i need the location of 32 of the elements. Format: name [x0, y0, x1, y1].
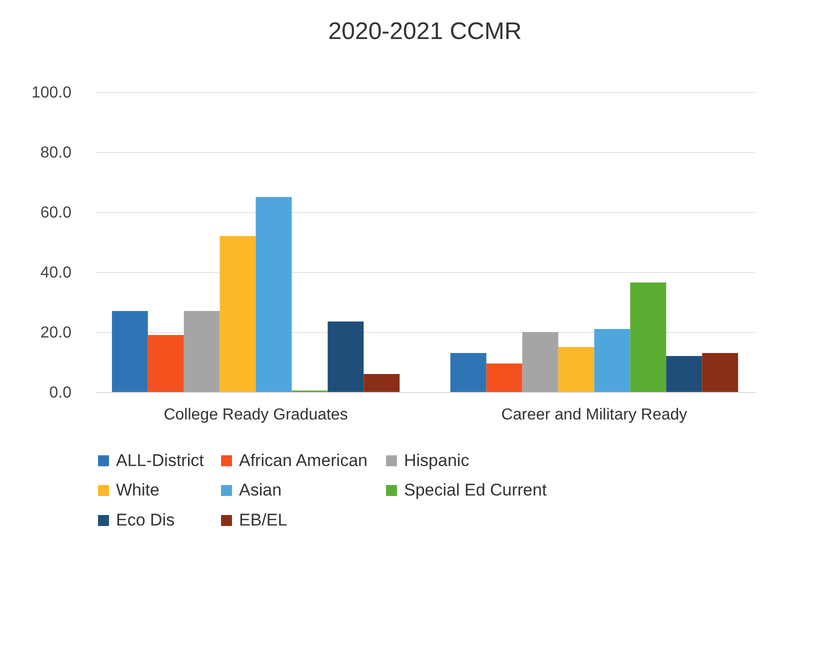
bar — [148, 335, 184, 392]
legend-label: White — [116, 480, 160, 500]
chart-title: 2020-2021 CCMR — [328, 18, 522, 45]
legend-label: Hispanic — [404, 450, 470, 470]
legend-label: ALL-District — [116, 450, 204, 470]
x-tick-label: Career and Military Ready — [501, 406, 688, 424]
bar — [256, 197, 292, 392]
legend-label: EB/EL — [239, 510, 288, 530]
bar — [522, 332, 558, 392]
legend-label: Eco Dis — [116, 510, 175, 530]
y-tick-label: 60.0 — [40, 204, 72, 222]
y-tick-label: 100.0 — [31, 84, 72, 102]
bar — [450, 353, 486, 392]
bar — [702, 353, 738, 392]
y-tick-label: 20.0 — [40, 324, 72, 342]
y-tick-label: 0.0 — [49, 384, 72, 402]
y-tick-label: 40.0 — [40, 264, 72, 282]
bar — [558, 347, 594, 392]
legend-label: Special Ed Current — [404, 480, 547, 500]
bar — [184, 311, 220, 392]
bar — [486, 364, 522, 392]
bar — [630, 282, 666, 392]
x-tick-label: College Ready Graduates — [164, 406, 348, 424]
bar — [666, 356, 702, 392]
legend-label: African American — [239, 450, 368, 470]
y-tick-label: 80.0 — [40, 144, 72, 162]
bar — [594, 329, 630, 392]
bar — [112, 311, 148, 392]
legend-label: Asian — [239, 480, 282, 500]
bar — [220, 236, 256, 392]
bar — [328, 322, 364, 392]
bar — [364, 374, 400, 392]
